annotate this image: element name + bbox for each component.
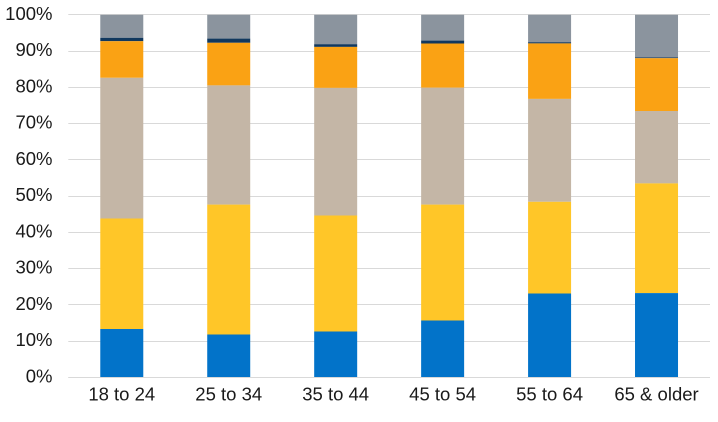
svg-text:55 to 64: 55 to 64 [516, 384, 583, 405]
svg-text:10%: 10% [15, 329, 52, 350]
svg-text:0%: 0% [26, 365, 53, 386]
svg-text:60%: 60% [15, 148, 52, 169]
svg-text:25 to 34: 25 to 34 [195, 384, 262, 405]
svg-text:20%: 20% [15, 293, 52, 314]
svg-text:40%: 40% [15, 220, 52, 241]
svg-text:65 & older: 65 & older [614, 384, 698, 405]
svg-text:90%: 90% [15, 39, 52, 60]
svg-text:45 to 54: 45 to 54 [409, 384, 476, 405]
svg-text:50%: 50% [15, 184, 52, 205]
svg-text:100%: 100% [5, 3, 52, 24]
svg-text:18 to 24: 18 to 24 [88, 384, 155, 405]
svg-text:30%: 30% [15, 257, 52, 278]
svg-text:35 to 44: 35 to 44 [302, 384, 369, 405]
svg-text:70%: 70% [15, 112, 52, 133]
svg-text:80%: 80% [15, 75, 52, 96]
